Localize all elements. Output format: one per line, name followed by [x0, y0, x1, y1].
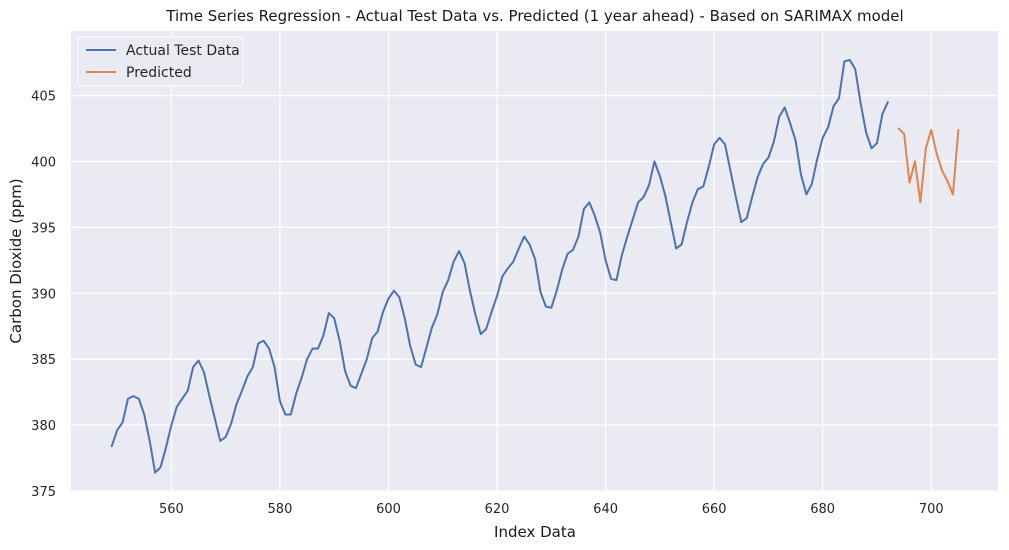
legend-label-predicted: Predicted [126, 65, 192, 81]
chart-title: Time Series Regression - Actual Test Dat… [165, 7, 903, 25]
x-tick-label: 580 [268, 502, 293, 517]
legend-label-actual: Actual Test Data [126, 43, 240, 59]
legend: Actual Test Data Predicted [77, 36, 244, 87]
y-axis-label: Carbon Dioxide (ppm) [7, 178, 25, 343]
series-lines [110, 59, 960, 474]
actual-series-line [110, 59, 889, 474]
x-tick-label: 680 [810, 502, 835, 517]
y-tick-label: 375 [31, 485, 56, 500]
y-tick-label: 395 [31, 221, 56, 236]
y-tick-label: 385 [31, 353, 56, 368]
x-axis-label: Index Data [494, 523, 576, 541]
predicted-series-line [897, 127, 960, 204]
x-tick-label: 600 [376, 502, 401, 517]
grid-lines [71, 31, 998, 492]
legend-box [77, 36, 244, 87]
tick-labels: 560 580 600 620 640 660 680 700 375 380 385 390 395 4… [31, 90, 943, 517]
y-tick-label: 390 [31, 287, 56, 302]
y-tick-label: 405 [31, 90, 56, 105]
x-tick-label: 620 [485, 502, 510, 517]
y-tick-label: 380 [31, 419, 56, 434]
x-tick-label: 640 [593, 502, 618, 517]
x-tick-label: 560 [159, 502, 184, 517]
x-tick-label: 700 [919, 502, 944, 517]
y-tick-label: 400 [31, 155, 56, 170]
x-tick-label: 660 [702, 502, 727, 517]
